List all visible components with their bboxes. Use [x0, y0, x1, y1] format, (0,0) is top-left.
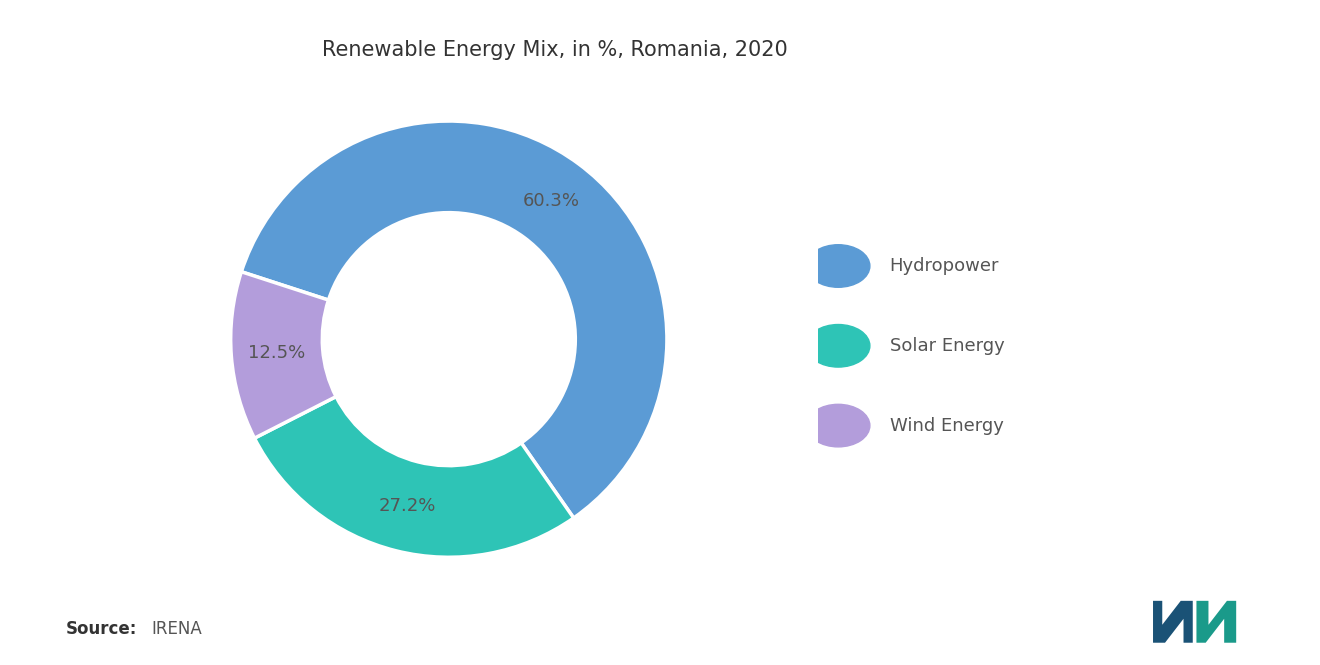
Text: Solar Energy: Solar Energy: [890, 336, 1005, 355]
Circle shape: [807, 325, 870, 367]
Text: Hydropower: Hydropower: [890, 257, 999, 275]
Wedge shape: [231, 272, 337, 438]
Polygon shape: [1154, 601, 1193, 642]
Text: 12.5%: 12.5%: [248, 344, 306, 362]
Wedge shape: [242, 121, 667, 518]
Text: Renewable Energy Mix, in %, Romania, 2020: Renewable Energy Mix, in %, Romania, 202…: [322, 40, 787, 60]
Circle shape: [807, 404, 870, 447]
Text: 60.3%: 60.3%: [523, 192, 579, 209]
Text: Source:: Source:: [66, 620, 137, 638]
Polygon shape: [1196, 601, 1236, 642]
Text: 27.2%: 27.2%: [379, 497, 436, 515]
Circle shape: [807, 245, 870, 287]
Text: Wind Energy: Wind Energy: [890, 416, 1003, 435]
Wedge shape: [255, 396, 574, 557]
Text: IRENA: IRENA: [152, 620, 202, 638]
